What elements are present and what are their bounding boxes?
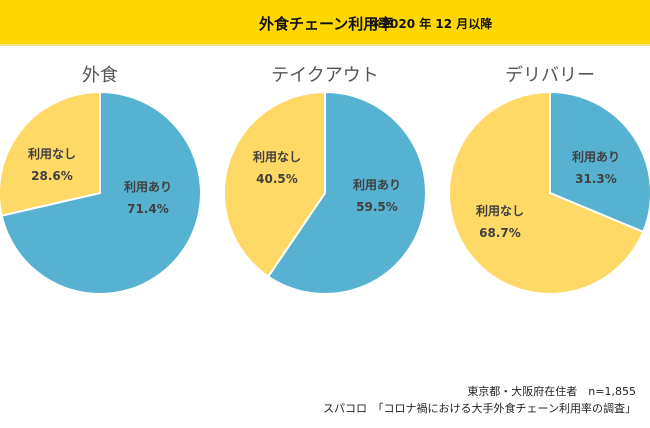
source-note: スパコロ 「コロナ禍における大手外食チェーン利用率の調査」 [323, 402, 636, 415]
date-note: ※2020 年 12 月以降 [370, 17, 493, 31]
pie-title: 外食 [82, 65, 118, 86]
slice-used [0, 90, 202, 295]
slice-label: 利用なし [28, 146, 76, 161]
title-banner: 外食チェーン利用率 ※2020 年 12 月以降 [0, 0, 650, 46]
slice-label: 利用なし [476, 203, 524, 218]
pie-title: デリバリー [505, 65, 595, 86]
slice-value: 71.4% [127, 202, 169, 216]
slice-not-used [448, 90, 645, 295]
respondents-note: 東京都・大阪府在住者 n=1,855 [467, 385, 636, 398]
slice-value: 31.3% [575, 172, 617, 186]
slice-label: 利用あり [124, 179, 172, 194]
slice-not-used [0, 90, 101, 217]
slice-label: 利用あり [572, 149, 620, 164]
slice-used [549, 90, 650, 234]
slice-value: 59.5% [356, 200, 398, 214]
slice-value: 68.7% [479, 226, 521, 240]
pie-title: テイクアウト [271, 65, 379, 86]
slice-not-used [222, 90, 326, 278]
chart-title: 外食チェーン利用率 [259, 15, 394, 33]
slice-used [266, 90, 427, 295]
slice-label: 利用あり [353, 177, 401, 192]
slice-value: 28.6% [31, 169, 73, 183]
slice-value: 40.5% [256, 172, 298, 186]
slice-label: 利用なし [253, 149, 301, 164]
